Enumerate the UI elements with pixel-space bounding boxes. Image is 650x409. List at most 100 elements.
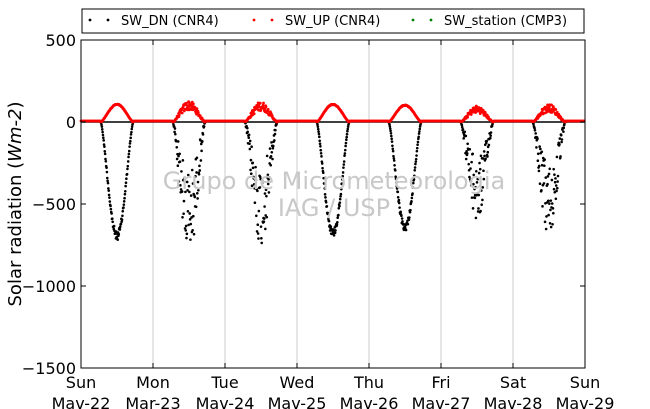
sw-dn-point	[246, 130, 249, 134]
sw-dn-point	[345, 135, 348, 139]
sw-dn-point	[338, 204, 341, 208]
sw-dn-point	[558, 137, 562, 140]
sw-dn-point	[539, 147, 542, 151]
sw-up-point	[261, 103, 265, 107]
sw-dn-point	[124, 184, 127, 188]
sw-dn-point	[481, 157, 485, 160]
sw-dn-point	[412, 178, 416, 181]
x-tick-label-date: Mav-25	[268, 394, 327, 409]
sw-dn-point	[417, 132, 421, 135]
sw-dn-point	[111, 217, 114, 220]
sw-dn-point	[389, 131, 393, 135]
sw-dn-point	[265, 194, 268, 198]
sw-dn-point	[552, 187, 556, 191]
sw-dn-point	[536, 152, 540, 156]
sw-dn-point	[416, 140, 420, 144]
sw-dn-point	[542, 182, 546, 185]
sw-dn-point	[263, 192, 267, 195]
sw-dn-point	[411, 192, 414, 195]
sw-dn-point	[199, 159, 203, 162]
sw-dn-point	[555, 186, 559, 190]
sw-dn-point	[104, 160, 108, 163]
sw-dn-point	[471, 152, 474, 156]
sw-dn-point	[107, 187, 110, 190]
sw-dn-point	[173, 130, 176, 134]
sw-dn-point	[538, 145, 541, 148]
sw-dn-point	[184, 229, 188, 232]
sw-dn-point	[474, 169, 478, 173]
sw-dn-point	[323, 193, 327, 196]
sw-dn-point	[549, 225, 553, 229]
sw-dn-point	[406, 222, 410, 226]
sw-dn-point	[547, 213, 550, 217]
sw-dn-point	[342, 166, 345, 169]
sw-dn-point	[413, 166, 417, 169]
sw-dn-point	[271, 144, 275, 148]
sw-dn-point	[318, 139, 321, 143]
sw-dn-point	[339, 192, 343, 196]
sw-dn-point	[189, 238, 192, 241]
sw-dn-point	[123, 189, 127, 193]
sw-dn-point	[414, 157, 418, 161]
y-tick-label: −500	[32, 195, 76, 214]
sw-up-point	[180, 111, 184, 115]
sw-dn-point	[472, 173, 476, 177]
sw-dn-point	[562, 126, 566, 130]
sw-dn-point	[129, 136, 132, 140]
sw-dn-point	[469, 183, 473, 187]
sw-up-point	[131, 120, 135, 124]
sw-dn-point	[322, 176, 325, 180]
sw-dn-point	[346, 127, 350, 131]
sw-dn-point	[543, 158, 546, 161]
sw-dn-point	[248, 142, 251, 146]
sw-dn-point	[267, 176, 271, 179]
sw-dn-point	[317, 130, 320, 134]
sw-up-point	[266, 107, 270, 111]
sw-dn-point	[256, 189, 259, 193]
sw-dn-point	[111, 220, 114, 224]
sw-dn-point	[181, 159, 185, 162]
sw-dn-point	[390, 137, 393, 141]
sw-dn-point	[395, 187, 399, 190]
sw-dn-point	[545, 215, 548, 218]
sw-dn-point	[546, 199, 550, 203]
sw-up-point	[264, 105, 268, 109]
sw-dn-point	[398, 206, 401, 209]
plot-area	[81, 40, 585, 368]
sw-dn-point	[467, 162, 471, 166]
sw-dn-point	[192, 232, 196, 236]
sw-dn-point	[118, 228, 122, 231]
sw-dn-point	[248, 147, 252, 151]
sw-dn-point	[271, 157, 274, 161]
sw-dn-point	[484, 157, 487, 161]
sw-dn-point	[249, 172, 253, 176]
sw-up-point	[186, 105, 190, 109]
sw-dn-point	[467, 168, 471, 172]
sw-dn-point	[408, 210, 412, 214]
sw-dn-point	[466, 142, 469, 146]
sw-up-point	[555, 110, 559, 114]
sw-dn-point	[269, 163, 273, 167]
sw-dn-point	[391, 144, 394, 148]
sw-dn-point	[335, 223, 339, 227]
sw-dn-point	[101, 130, 104, 134]
sw-dn-point	[122, 200, 126, 203]
sw-dn-point	[336, 221, 339, 224]
data-points	[79, 100, 586, 245]
sw-dn-point	[318, 135, 321, 139]
x-tick-label-day: Thu	[353, 373, 384, 392]
sw-dn-point	[122, 206, 125, 209]
sw-dn-point	[413, 168, 417, 172]
sw-dn-point	[400, 217, 404, 220]
sw-dn-point	[556, 180, 559, 183]
sw-dn-point	[187, 223, 190, 227]
y-axis-label: Solar radiation (Wm-2)	[5, 101, 26, 306]
sw-dn-point	[407, 218, 411, 221]
sw-dn-point	[264, 227, 267, 231]
sw-dn-point	[270, 150, 274, 154]
sw-dn-point	[460, 123, 464, 127]
sw-dn-point	[555, 189, 558, 193]
sw-dn-point	[343, 152, 347, 155]
sw-dn-point	[265, 154, 269, 158]
sw-dn-point	[130, 127, 134, 131]
